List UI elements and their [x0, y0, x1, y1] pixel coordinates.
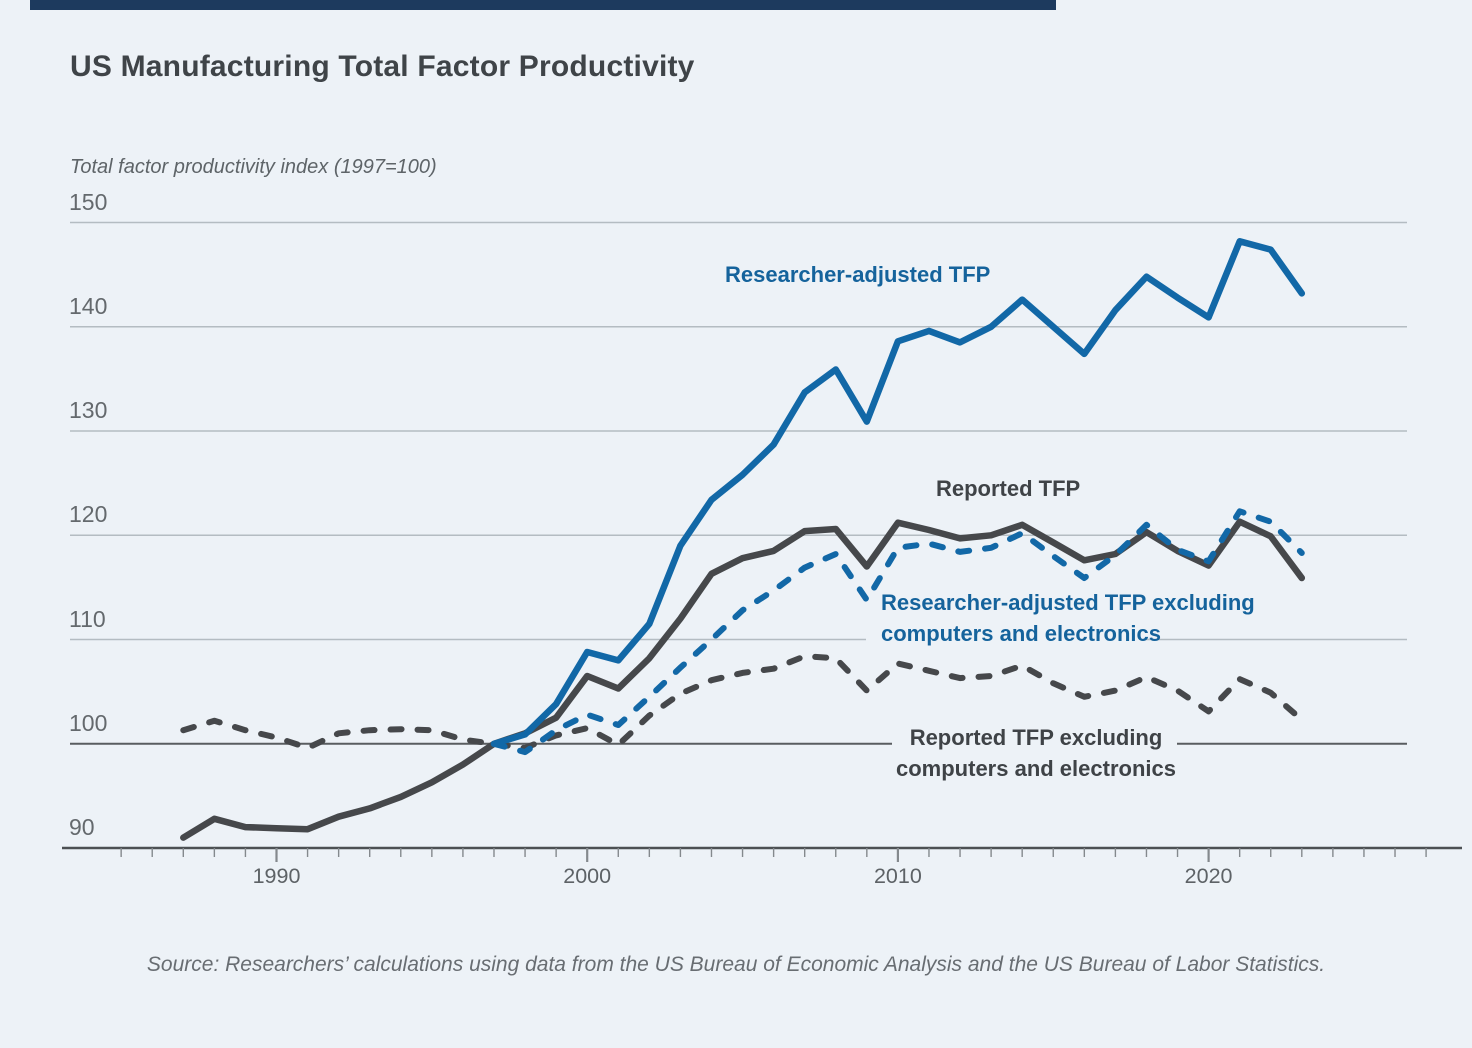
- y-axis-title: Total factor productivity index (1997=10…: [70, 156, 437, 178]
- x-axis-label: 2000: [563, 864, 612, 888]
- y-axis-label: 90: [69, 814, 95, 840]
- y-axis-label: 100: [69, 709, 108, 736]
- series-line-researcher-adjusted-tfp-excluding-computers-and-electronics: [491, 508, 1305, 756]
- series-line-reported-tfp-excluding-computers-and-electronics: [180, 653, 1305, 751]
- page-title: US Manufacturing Total Factor Productivi…: [70, 50, 695, 83]
- series-label-researcher-adjusted-tfp: Researcher-adjusted TFP: [725, 262, 991, 287]
- y-axis-label: 120: [69, 501, 108, 528]
- y-axis-label: 150: [69, 188, 108, 215]
- series-label-reported-tfp: Reported TFP: [936, 476, 1081, 501]
- series-label-line2: computers and electronics: [881, 621, 1161, 646]
- x-axis-label: 2020: [1184, 864, 1233, 888]
- y-axis-label: 110: [69, 605, 106, 632]
- series-line-reported-tfp: [180, 518, 1306, 841]
- series-label-line2: computers and electronics: [896, 756, 1176, 781]
- x-axis-label: 2010: [873, 864, 922, 888]
- series-label-researcher-adjusted-tfp-excluding: Researcher-adjusted TFP excluding comput…: [881, 587, 1255, 649]
- series-line-researcher-adjusted-tfp: [490, 238, 1306, 748]
- y-axis-label: 130: [69, 397, 108, 423]
- x-axis-label: 1990: [252, 864, 301, 888]
- series-label-line1: Reported TFP excluding: [909, 725, 1163, 750]
- y-axis-label: 140: [69, 292, 108, 319]
- series-label-reported-tfp-excluding: Reported TFP excluding computers and ele…: [895, 722, 1177, 784]
- top-accent-bar: [30, 0, 1056, 10]
- source-note: Source: Researchers’ calculations using …: [146, 953, 1326, 976]
- series-label-line1: Researcher-adjusted TFP excluding: [881, 590, 1255, 615]
